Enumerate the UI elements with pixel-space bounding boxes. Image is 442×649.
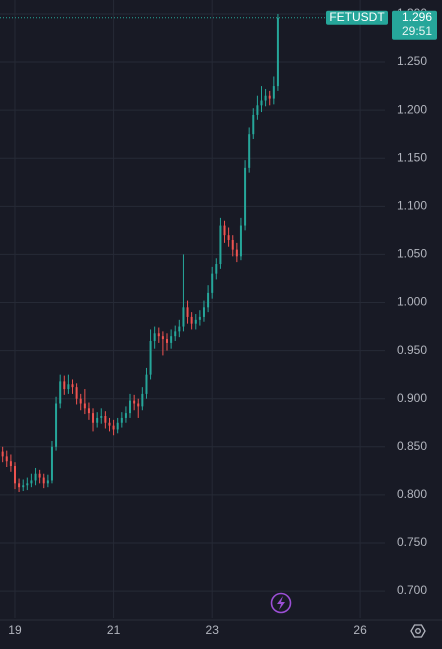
candle-body — [50, 446, 53, 481]
countdown-label: 29:51 — [402, 24, 432, 38]
candle-body — [46, 480, 49, 484]
candle-body — [235, 249, 238, 257]
y-tick-label: 1.100 — [397, 198, 427, 212]
candle-body — [9, 461, 12, 467]
candle-body — [174, 331, 177, 337]
symbol-label: FETUSDT — [329, 10, 385, 24]
candle-body — [202, 307, 205, 317]
candle-body — [149, 340, 152, 375]
candle-body — [22, 485, 25, 488]
y-tick-label: 0.700 — [397, 583, 427, 597]
candle-body — [120, 417, 123, 423]
candle-body — [227, 235, 230, 240]
candle-body — [141, 393, 144, 407]
lightning-icon[interactable] — [270, 592, 292, 614]
y-tick-label: 0.800 — [397, 487, 427, 501]
candle-body — [153, 333, 156, 341]
grid — [0, 0, 385, 618]
candle-body — [34, 473, 37, 481]
candle-body — [13, 466, 16, 484]
candle-body — [67, 384, 70, 390]
candle-body — [219, 225, 222, 265]
candle-body — [112, 425, 115, 430]
candle-body — [276, 17, 279, 87]
candle-body — [30, 480, 33, 484]
candle-body — [272, 86, 275, 99]
candle-body — [211, 273, 214, 293]
candle-body — [59, 381, 62, 404]
candle-body — [264, 95, 267, 101]
candle-body — [223, 225, 226, 236]
candle-body — [18, 483, 21, 488]
y-tick-label: 1.150 — [397, 150, 427, 164]
y-tick-label: 1.250 — [397, 54, 427, 68]
candle-body — [145, 374, 148, 394]
candle-body — [215, 264, 218, 274]
candle-body — [55, 403, 58, 447]
candle-body — [248, 134, 251, 168]
y-tick-label: 0.900 — [397, 391, 427, 405]
candle-body — [178, 326, 181, 332]
candle-body — [182, 307, 185, 327]
candle-body — [87, 408, 90, 414]
candle-body — [165, 339, 168, 343]
candle-body — [26, 483, 29, 486]
candle-body — [170, 336, 173, 343]
candle-body — [108, 422, 111, 426]
y-tick-label: 1.000 — [397, 295, 427, 309]
candle-body — [63, 381, 66, 390]
candle-body — [129, 400, 132, 414]
y-tick-label: 1.200 — [397, 102, 427, 116]
candle-body — [104, 416, 107, 423]
candle-body — [244, 167, 247, 226]
candle-body — [124, 413, 127, 418]
candle-body — [5, 456, 8, 462]
candle-body — [256, 105, 259, 115]
candle-body — [137, 403, 140, 407]
candle-body — [133, 400, 136, 404]
candle-body — [198, 316, 201, 320]
candle-body — [71, 384, 74, 388]
y-tick-label: 0.750 — [397, 535, 427, 549]
candle-body — [38, 473, 41, 478]
candle-body — [252, 114, 255, 135]
candles — [0, 13, 385, 492]
x-tick-label: 23 — [206, 623, 220, 637]
candle-body — [190, 316, 193, 324]
candle-body — [79, 398, 82, 404]
x-tick-label: 21 — [107, 623, 121, 637]
candle-body — [161, 336, 164, 340]
candle-body — [100, 416, 103, 418]
price-label-box — [392, 10, 437, 40]
candle-body — [186, 307, 189, 317]
settings-icon[interactable] — [410, 624, 426, 638]
candle-body — [231, 239, 234, 250]
candle-body — [83, 403, 86, 409]
candle-body — [42, 477, 45, 484]
candle-body — [75, 387, 78, 399]
candle-body — [260, 100, 263, 106]
candle-body — [1, 451, 4, 457]
symbol-label-box — [326, 10, 388, 25]
candle-body — [157, 333, 160, 337]
x-tick-label: 19 — [8, 623, 22, 637]
candle-body — [96, 417, 99, 423]
y-tick-label: 0.950 — [397, 343, 427, 357]
y-tick-label: 0.850 — [397, 439, 427, 453]
candle-body — [194, 319, 197, 324]
candle-body — [239, 225, 242, 257]
candle-body — [116, 422, 119, 430]
candle-body — [268, 95, 271, 99]
price-label: 1.296 — [402, 10, 432, 24]
y-tick-label: 1.050 — [397, 247, 427, 261]
candle-body — [92, 413, 95, 423]
x-tick-label: 26 — [353, 623, 367, 637]
candle-body — [207, 292, 210, 308]
